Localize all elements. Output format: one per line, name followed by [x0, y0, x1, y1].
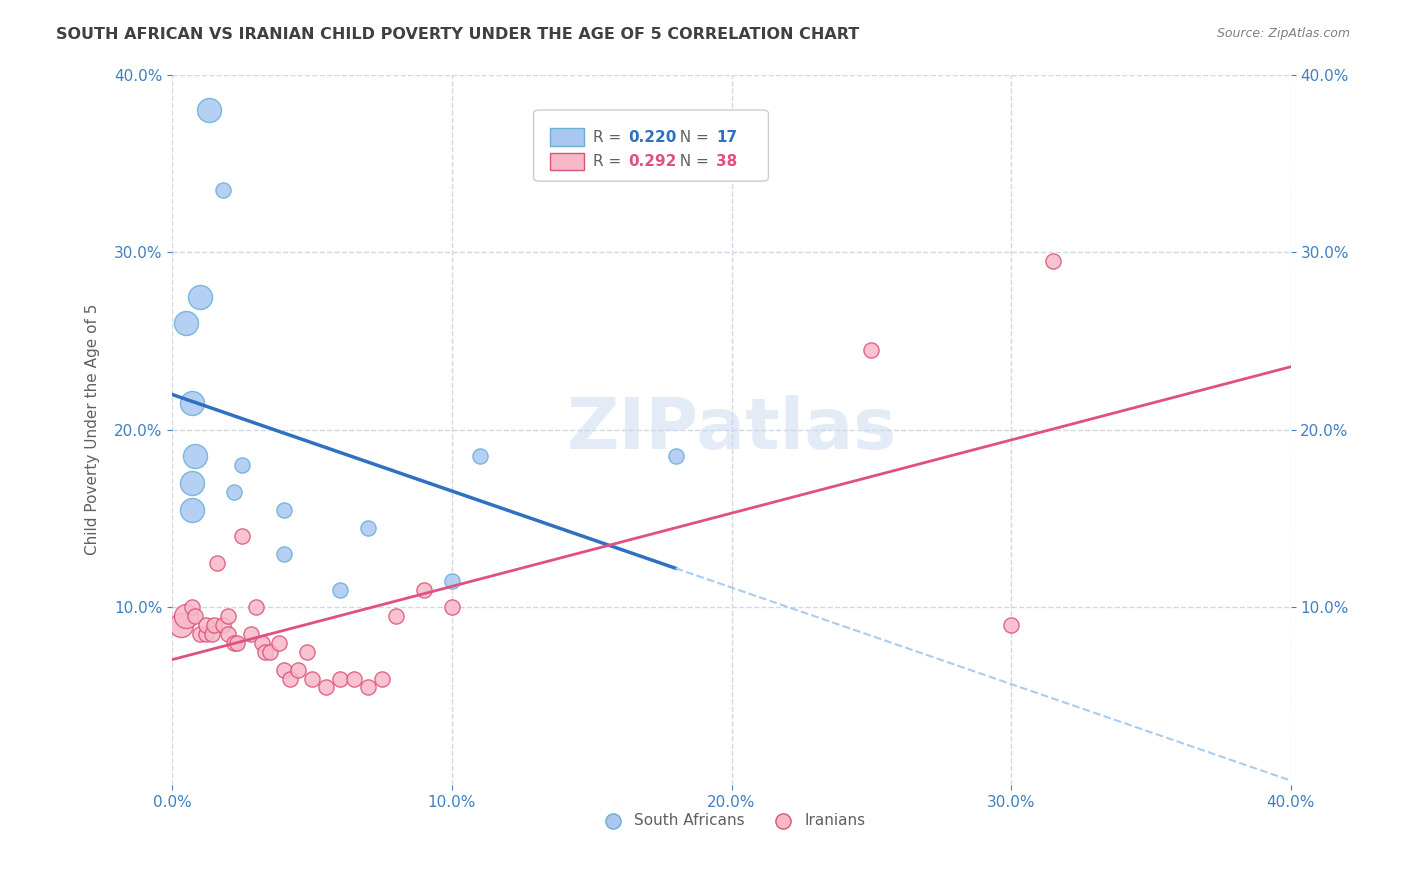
Point	[253, 645, 276, 659]
Point	[217, 609, 239, 624]
FancyBboxPatch shape	[534, 110, 769, 181]
Point	[202, 618, 225, 632]
Text: 0.292: 0.292	[628, 154, 678, 169]
Point	[259, 645, 281, 659]
Point	[222, 636, 245, 650]
Point	[273, 547, 295, 561]
Point	[343, 672, 366, 686]
Point	[468, 450, 491, 464]
Point	[860, 343, 883, 357]
Text: SOUTH AFRICAN VS IRANIAN CHILD POVERTY UNDER THE AGE OF 5 CORRELATION CHART: SOUTH AFRICAN VS IRANIAN CHILD POVERTY U…	[56, 27, 859, 42]
Point	[371, 672, 394, 686]
Point	[1042, 254, 1064, 268]
Point	[385, 609, 408, 624]
Point	[190, 289, 212, 303]
FancyBboxPatch shape	[550, 153, 583, 170]
Point	[194, 618, 217, 632]
Point	[413, 582, 436, 597]
Point	[194, 627, 217, 641]
Text: 0.220: 0.220	[628, 129, 678, 145]
Point	[357, 681, 380, 695]
Point	[184, 609, 207, 624]
Point	[181, 502, 204, 516]
Point	[287, 663, 309, 677]
Point	[357, 520, 380, 534]
FancyBboxPatch shape	[550, 128, 583, 145]
Point	[665, 450, 688, 464]
Legend: South Africans, Iranians: South Africans, Iranians	[592, 807, 872, 834]
Point	[301, 672, 323, 686]
Point	[440, 600, 463, 615]
Point	[225, 636, 247, 650]
Point	[295, 645, 318, 659]
Point	[329, 672, 352, 686]
Point	[200, 627, 222, 641]
Point	[181, 396, 204, 410]
Point	[211, 183, 233, 197]
Text: R =: R =	[593, 154, 626, 169]
Point	[245, 600, 267, 615]
Point	[231, 458, 253, 473]
Point	[184, 450, 207, 464]
Point	[222, 485, 245, 500]
Point	[1000, 618, 1022, 632]
Point	[176, 316, 198, 330]
Text: 38: 38	[716, 154, 737, 169]
Point	[239, 627, 262, 641]
Point	[273, 663, 295, 677]
Text: N =: N =	[671, 154, 714, 169]
Point	[211, 618, 233, 632]
Point	[440, 574, 463, 588]
Point	[278, 672, 301, 686]
Point	[197, 103, 219, 117]
Point	[273, 502, 295, 516]
Point	[217, 627, 239, 641]
Text: R =: R =	[593, 129, 626, 145]
Point	[315, 681, 337, 695]
Point	[267, 636, 290, 650]
Point	[170, 618, 193, 632]
Point	[231, 529, 253, 543]
Point	[181, 600, 204, 615]
Point	[181, 476, 204, 491]
Text: 17: 17	[716, 129, 737, 145]
Text: ZIPatlas: ZIPatlas	[567, 395, 897, 465]
Y-axis label: Child Poverty Under the Age of 5: Child Poverty Under the Age of 5	[86, 304, 100, 556]
Point	[176, 609, 198, 624]
Point	[250, 636, 273, 650]
Point	[190, 627, 212, 641]
Text: N =: N =	[671, 129, 714, 145]
Text: Source: ZipAtlas.com: Source: ZipAtlas.com	[1216, 27, 1350, 40]
Point	[329, 582, 352, 597]
Point	[205, 556, 228, 570]
